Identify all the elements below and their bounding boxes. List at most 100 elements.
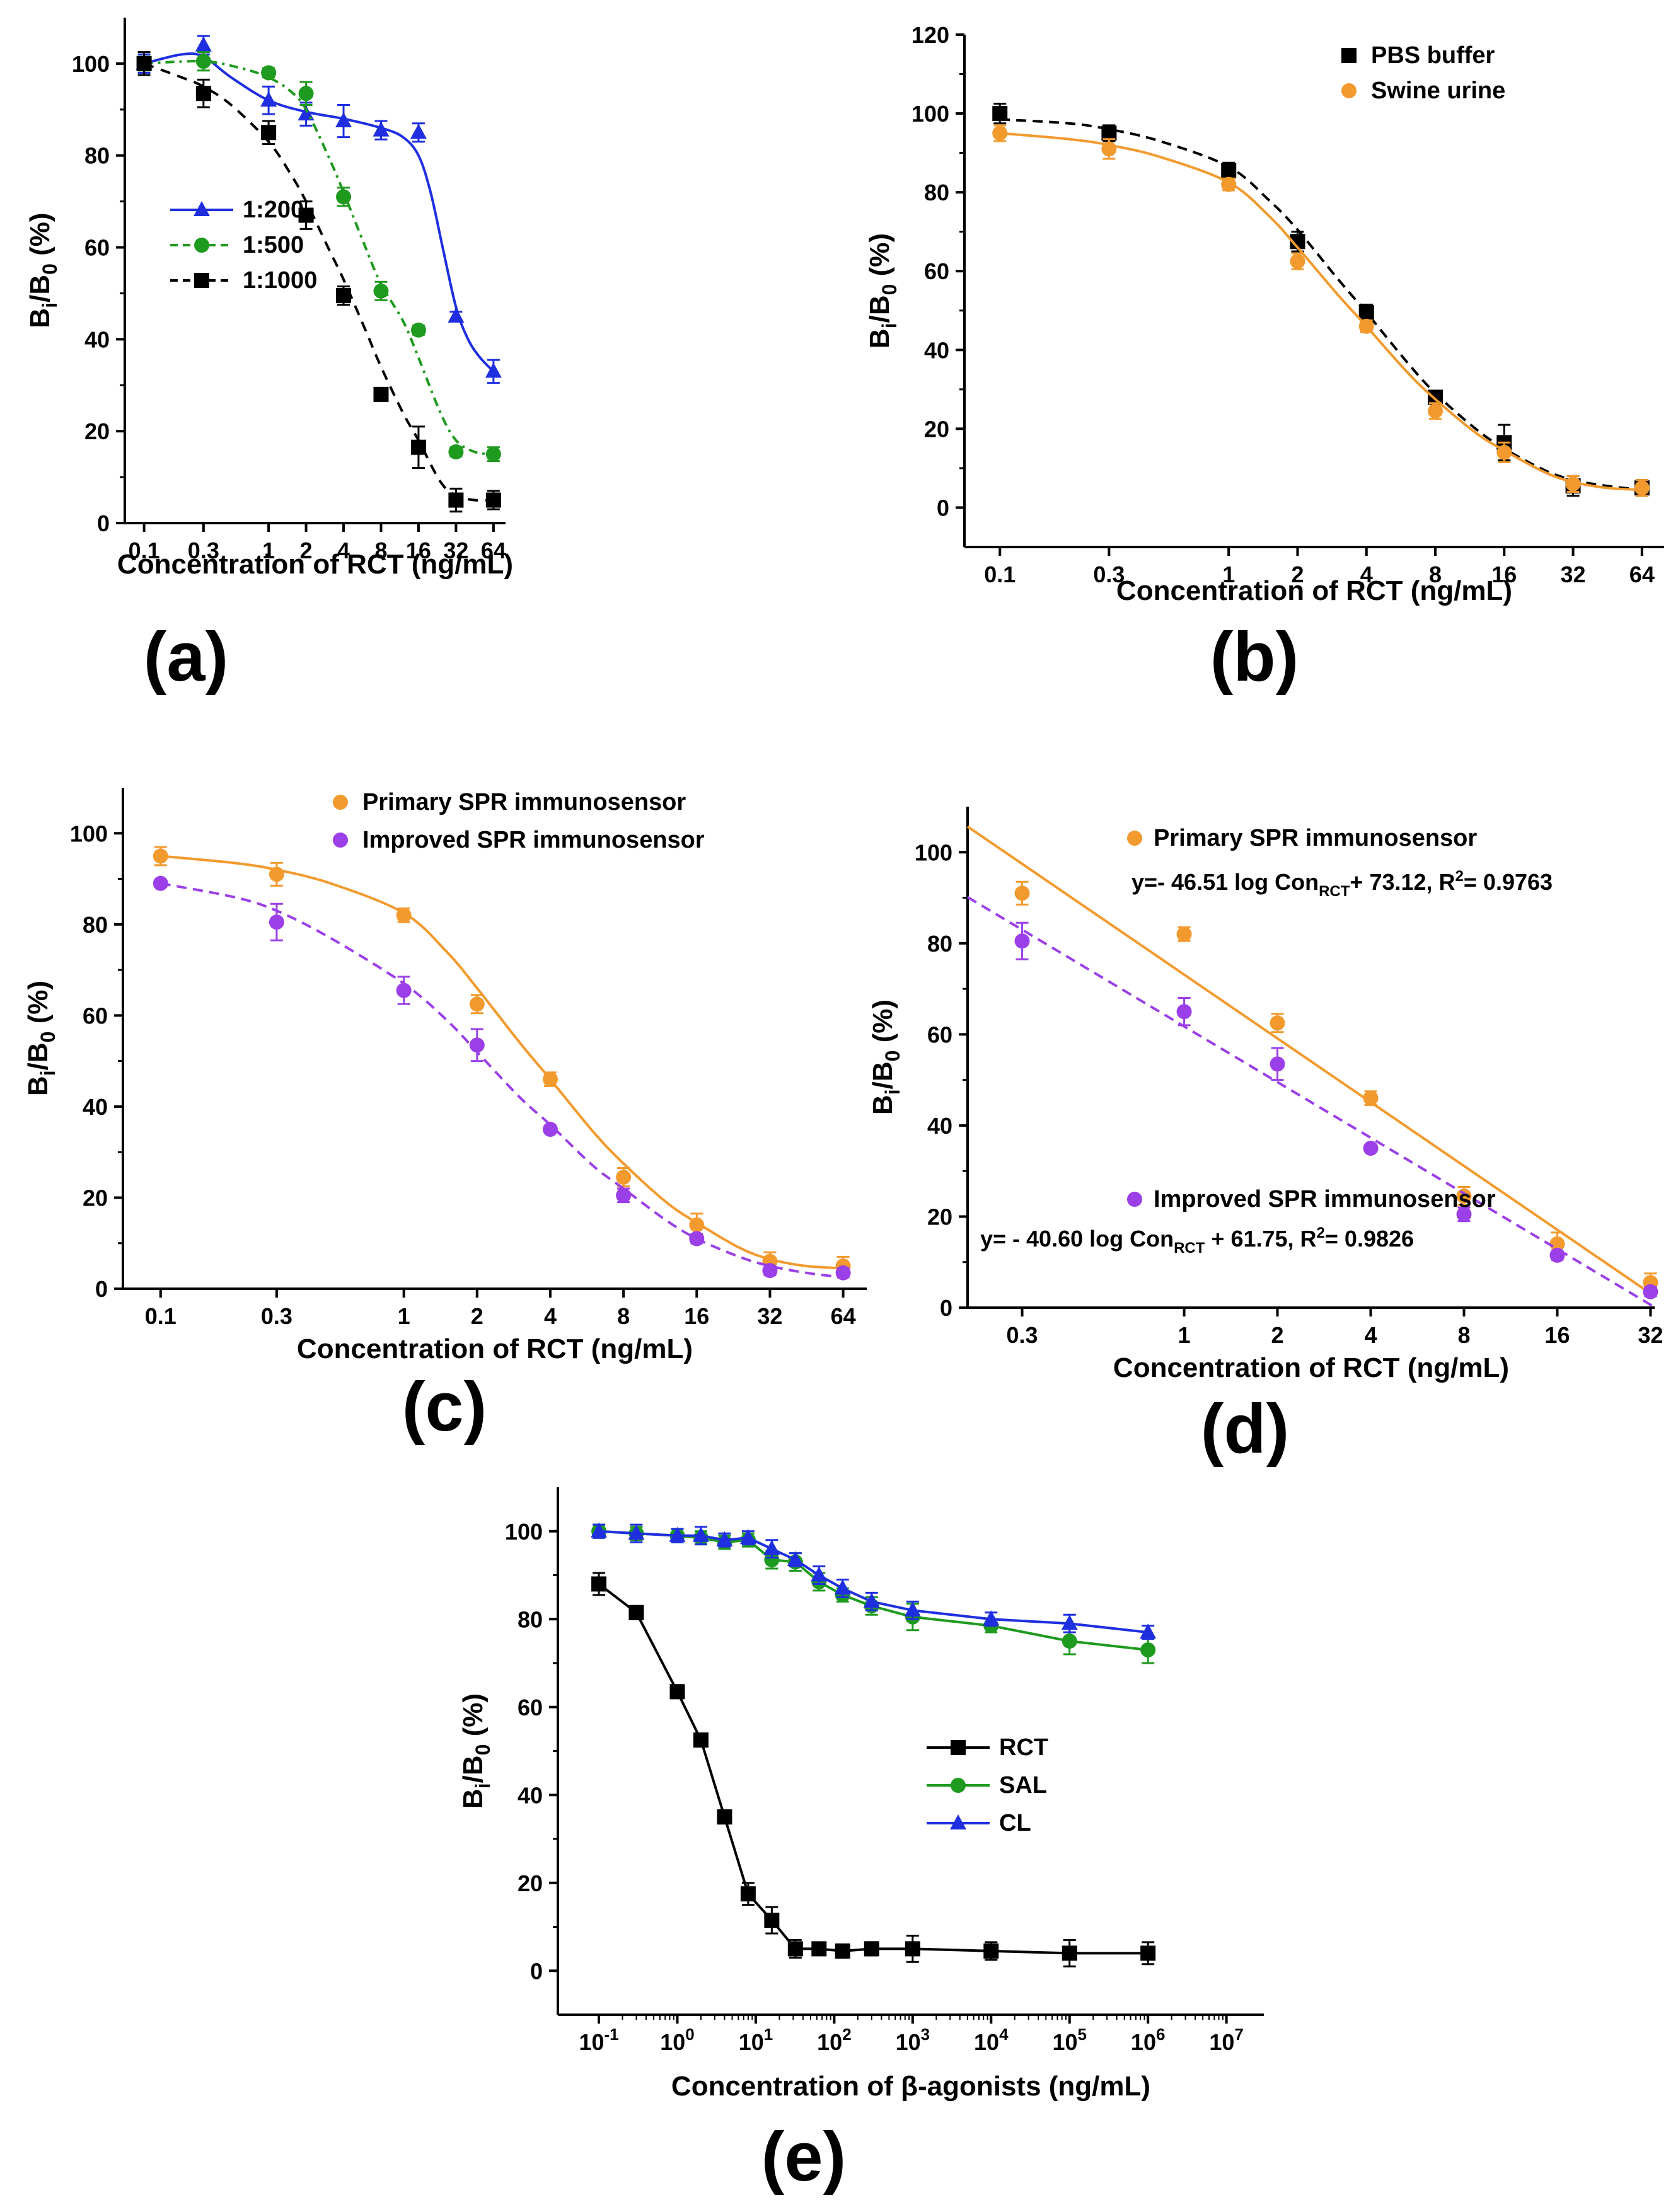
y-axis-title: Bi/B0 (%) bbox=[867, 999, 904, 1115]
data-point bbox=[298, 86, 314, 101]
legend-d: Primary SPR immunosensor y=- 46.51 log Co… bbox=[980, 825, 1553, 1257]
data-point bbox=[669, 1526, 686, 1542]
data-point bbox=[1062, 1945, 1077, 1961]
x-tick-label: 102 bbox=[817, 2025, 852, 2055]
data-point bbox=[485, 362, 502, 378]
ylabel-main: B bbox=[23, 1076, 54, 1096]
data-point bbox=[1221, 176, 1237, 192]
data-point bbox=[764, 1552, 780, 1568]
x-tick-label: 32 bbox=[1638, 1322, 1663, 1348]
ylabel-tail: (%) bbox=[867, 999, 898, 1051]
data-point bbox=[716, 1531, 733, 1547]
data-point bbox=[992, 106, 1008, 122]
eq-sup: 2 bbox=[1317, 1224, 1325, 1241]
tick-base: 10 bbox=[974, 2029, 999, 2055]
data-point bbox=[591, 1576, 607, 1592]
data-point bbox=[269, 914, 284, 930]
data-point bbox=[448, 492, 464, 508]
x-tick-label: 0.3 bbox=[261, 1303, 292, 1329]
fit-curve bbox=[160, 882, 843, 1279]
y-tick-label: 80 bbox=[927, 931, 952, 957]
y-tick-label: 80 bbox=[518, 1606, 543, 1632]
x-tick-label: 0.3 bbox=[1093, 562, 1125, 587]
tick-exponent: 5 bbox=[1078, 2025, 1087, 2044]
tick-base: 10 bbox=[739, 2029, 764, 2055]
legend-marker bbox=[194, 273, 209, 288]
ylabel-main: B bbox=[25, 308, 55, 328]
data-point bbox=[448, 444, 464, 459]
x-tick-label: 104 bbox=[974, 2025, 1009, 2055]
fit-curve bbox=[160, 855, 843, 1270]
data-point bbox=[373, 283, 389, 299]
data-point bbox=[1062, 1633, 1077, 1649]
panel-label-c: (c) bbox=[402, 1368, 487, 1446]
y-tick-label: 0 bbox=[95, 1276, 108, 1302]
data-point bbox=[835, 1265, 851, 1281]
data-point bbox=[693, 1732, 709, 1748]
legend-label: 1:500 bbox=[243, 232, 304, 258]
series-b-0 bbox=[992, 102, 1650, 497]
data-point bbox=[1176, 1004, 1192, 1020]
data-point bbox=[983, 1943, 999, 1959]
x-tick-label: 64 bbox=[1629, 562, 1655, 587]
data-point bbox=[669, 1684, 685, 1700]
data-point bbox=[717, 1809, 732, 1825]
data-point bbox=[298, 105, 315, 121]
ylabel-tail: (%) bbox=[458, 1693, 489, 1744]
ylabel-main: B bbox=[458, 1789, 489, 1809]
y-tick-label: 20 bbox=[84, 418, 110, 444]
eq-post: + 61.75, R bbox=[1205, 1226, 1316, 1252]
tick-exponent: 0 bbox=[685, 2025, 694, 2044]
x-tick-label: 8 bbox=[1457, 1322, 1470, 1348]
tick-exponent: 2 bbox=[842, 2025, 851, 2044]
data-point bbox=[692, 1526, 709, 1542]
x-tick-label: 105 bbox=[1052, 2025, 1087, 2055]
y-tick-label: 20 bbox=[927, 1204, 952, 1230]
legend-marker bbox=[194, 238, 209, 253]
x-axis-title: Concentration of RCT (ng/mL) bbox=[1116, 575, 1512, 606]
tick-exponent: 1 bbox=[764, 2025, 773, 2044]
data-point bbox=[410, 124, 427, 139]
ylabel-sub: i bbox=[881, 1089, 904, 1095]
x-tick-label: 0.3 bbox=[188, 538, 219, 563]
panel-a-axes: 0 20 40 60 80 100 0.1 0.3 1 2 4 8 16 32 64Concentratio… bbox=[25, 18, 513, 580]
data-point bbox=[153, 848, 168, 864]
data-point bbox=[763, 1540, 780, 1555]
ylabel-sub: i bbox=[37, 1070, 59, 1076]
data-point bbox=[863, 1593, 880, 1608]
y-tick-label: 80 bbox=[924, 180, 949, 205]
legend-marker bbox=[1127, 831, 1142, 846]
data-point bbox=[740, 1886, 756, 1902]
data-point bbox=[448, 307, 465, 323]
data-point bbox=[905, 1941, 920, 1957]
x-tick-label: 16 bbox=[684, 1303, 709, 1329]
data-point bbox=[616, 1187, 632, 1203]
x-axis-title: Concentration of β-agonists (ng/mL) bbox=[671, 2071, 1150, 2102]
y-tick-label: 60 bbox=[84, 235, 110, 261]
x-tick-label: 32 bbox=[757, 1303, 782, 1329]
x-tick-label: 1 bbox=[1222, 562, 1235, 587]
legend-label: Improved SPR immunosensor bbox=[1154, 1186, 1496, 1213]
legend-marker bbox=[1341, 48, 1357, 63]
legend-label: Swine urine bbox=[1371, 78, 1505, 104]
legend-label: CL bbox=[999, 1810, 1031, 1836]
x-axis-title: Concentration of RCT (ng/mL) bbox=[297, 1334, 693, 1364]
data-point bbox=[864, 1941, 879, 1957]
y-tick-label: 100 bbox=[505, 1519, 543, 1545]
legend-label: RCT bbox=[999, 1734, 1048, 1761]
data-point bbox=[1358, 304, 1374, 320]
x-tick-label: 4 bbox=[544, 1303, 557, 1329]
panel-label-e: (e) bbox=[761, 2118, 846, 2196]
series-e-2 bbox=[591, 1522, 1157, 1640]
x-tick-label: 16 bbox=[1491, 562, 1517, 587]
regression-line bbox=[966, 825, 1656, 1298]
data-point bbox=[1634, 480, 1650, 496]
tick-base: 10 bbox=[1209, 2029, 1234, 2055]
x-tick-label: 0.1 bbox=[145, 1303, 176, 1329]
x-tick-label: 101 bbox=[739, 2025, 773, 2055]
data-point bbox=[542, 1071, 558, 1087]
y-axis-title: Bi/B0 (%) bbox=[458, 1693, 494, 1809]
data-point bbox=[261, 125, 277, 141]
